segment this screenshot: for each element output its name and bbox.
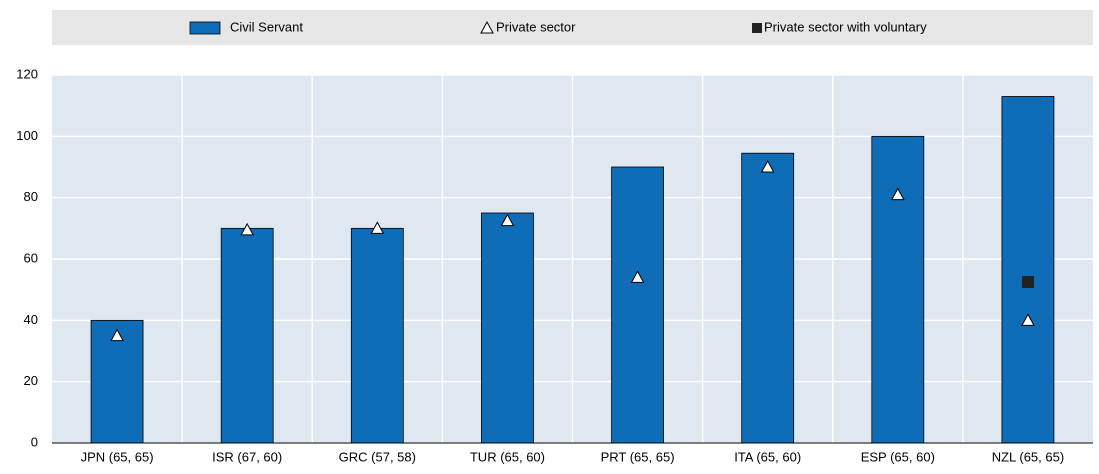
x-tick-label: ITA (65, 60)	[734, 449, 801, 464]
x-tick-label: PRT (65, 65)	[601, 449, 675, 464]
y-tick-label: 40	[24, 312, 38, 327]
x-tick-label: NZL (65, 65)	[992, 449, 1065, 464]
bar	[741, 152, 795, 444]
square-marker	[1021, 276, 1034, 288]
legend-swatch	[480, 20, 494, 34]
bar	[1001, 96, 1055, 444]
legend-swatch	[189, 21, 221, 35]
legend-label: Civil Servant	[230, 19, 303, 34]
y-tick-label: 80	[24, 189, 38, 204]
bar	[350, 227, 404, 444]
bar	[871, 135, 925, 444]
legend-background	[52, 10, 1093, 45]
triangle-marker	[1021, 313, 1035, 326]
legend-swatch	[752, 23, 762, 33]
triangle-marker	[500, 213, 515, 227]
triangle-marker	[370, 221, 385, 234]
x-tick-label: TUR (65, 60)	[470, 449, 545, 464]
triangle-marker	[760, 159, 775, 173]
y-tick-label: 120	[16, 66, 38, 81]
y-tick-label: 0	[31, 434, 38, 449]
bar	[481, 212, 534, 444]
bar	[220, 227, 274, 444]
triangle-marker	[110, 328, 124, 342]
legend-label: Private sector	[496, 19, 576, 34]
legend-label: Private sector with voluntary	[764, 19, 927, 34]
y-tick-label: 60	[24, 250, 38, 265]
triangle-marker	[240, 222, 255, 236]
x-tick-label: ESP (65, 60)	[861, 449, 935, 464]
triangle-marker	[890, 187, 905, 201]
x-tick-label: JPN (65, 65)	[81, 449, 154, 464]
y-tick-label: 20	[24, 373, 38, 388]
triangle-marker	[630, 270, 645, 283]
bar	[611, 166, 664, 444]
x-tick-label: GRC (57, 58)	[339, 449, 416, 464]
y-tick-label: 100	[16, 128, 38, 143]
x-tick-label: ISR (67, 60)	[212, 449, 282, 464]
